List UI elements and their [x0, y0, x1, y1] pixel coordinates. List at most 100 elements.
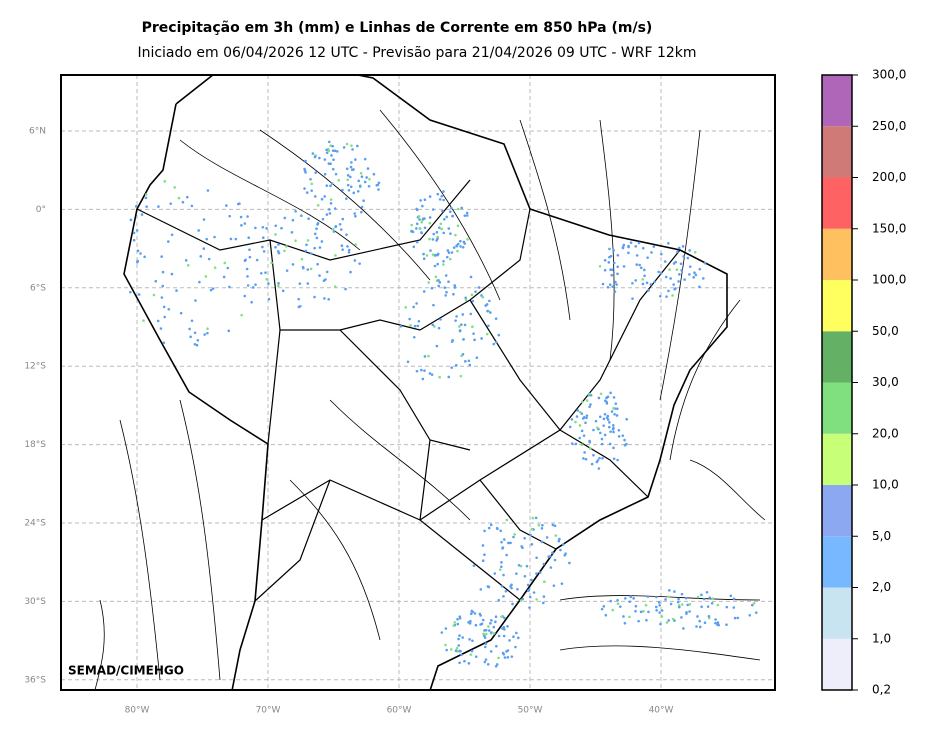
rain-dot: [622, 265, 626, 268]
rain-dot: [443, 217, 446, 221]
rain-dot: [714, 621, 717, 625]
rain-dot: [347, 248, 351, 252]
rain-dot: [329, 202, 333, 205]
rain-dot: [612, 446, 615, 450]
rain-dot: [255, 258, 259, 262]
rain-dot: [736, 616, 740, 620]
rain-dot: [683, 278, 686, 281]
rain-dot: [499, 529, 503, 533]
rain-dot: [261, 225, 265, 229]
rain-dot: [248, 255, 252, 259]
rain-dot: [337, 178, 341, 182]
rain-dot: [243, 222, 247, 225]
rain-dot: [202, 247, 206, 250]
rain-dot: [543, 580, 546, 583]
rain-dot: [291, 263, 295, 266]
rain-dot: [354, 214, 357, 218]
rain-dot: [598, 431, 602, 435]
rain-dot: [160, 296, 164, 299]
rain-dot: [163, 180, 167, 183]
rain-dot: [251, 286, 255, 289]
rain-dot: [600, 607, 604, 611]
rain-dot: [612, 430, 615, 434]
rain-dot: [438, 375, 441, 379]
rain-dot: [472, 332, 475, 335]
rain-dot: [345, 167, 349, 171]
rain-dot: [436, 262, 439, 266]
rain-dot: [440, 194, 444, 198]
rain-dot: [500, 565, 503, 569]
rain-dot: [248, 248, 251, 251]
colorbar-label: 150,0: [872, 221, 906, 235]
rain-dot: [333, 149, 337, 153]
rain-dot: [658, 611, 661, 614]
rain-dot: [334, 224, 338, 228]
rain-dot: [660, 252, 663, 256]
rain-dot: [206, 327, 209, 330]
colorbar-segment: [822, 587, 852, 639]
rain-dot: [479, 588, 483, 591]
rain-dot: [598, 264, 602, 268]
rain-dot: [458, 634, 461, 637]
rain-dot: [363, 157, 367, 161]
rain-dot: [254, 283, 257, 286]
rain-dot: [307, 217, 310, 221]
rain-dot: [334, 172, 338, 176]
rain-dot: [356, 189, 360, 193]
rain-dot: [444, 643, 447, 647]
rain-dot: [635, 263, 639, 266]
rain-dot: [671, 617, 675, 621]
rain-dot: [228, 214, 231, 218]
lon-label: 50°W: [518, 706, 543, 716]
rain-dot: [316, 262, 319, 266]
rain-dot: [422, 290, 426, 293]
rain-dot: [600, 437, 604, 441]
rain-dot: [582, 434, 586, 437]
rain-dot: [377, 181, 381, 185]
colorbar-label: 30,0: [872, 375, 899, 389]
rain-dot: [483, 660, 487, 664]
rain-dot: [527, 589, 530, 593]
rain-dot: [250, 300, 253, 304]
rain-dot: [541, 523, 544, 527]
rain-dot: [634, 245, 638, 248]
rain-dot: [447, 280, 450, 283]
rain-dot: [628, 600, 632, 603]
rain-dot: [485, 332, 489, 336]
rain-dot: [616, 272, 619, 276]
rain-dot: [610, 410, 614, 413]
rain-dot: [454, 319, 457, 322]
rain-dot: [710, 602, 714, 605]
rain-dot: [274, 233, 277, 236]
rain-dot: [611, 427, 615, 431]
rain-dot: [415, 302, 418, 305]
rain-dot: [359, 171, 363, 175]
rain-dot: [453, 284, 457, 287]
rain-dot: [433, 325, 436, 328]
rain-dot: [608, 247, 611, 251]
rain-dot: [344, 287, 347, 291]
rain-dot: [323, 297, 326, 300]
rain-dot: [161, 270, 165, 274]
rain-dot: [331, 228, 335, 231]
rain-dot: [606, 285, 610, 289]
rain-dot: [725, 605, 729, 609]
rain-dot: [508, 639, 511, 642]
rain-dot: [327, 140, 331, 144]
rain-dot: [480, 294, 483, 297]
rain-dot: [445, 215, 449, 219]
rain-dot: [495, 644, 498, 648]
rain-dot: [603, 399, 607, 402]
rain-dot: [603, 258, 607, 262]
rain-dot: [315, 236, 319, 240]
rain-dot: [568, 561, 571, 565]
rain-dot: [628, 615, 631, 619]
rain-dot: [703, 621, 707, 624]
rain-dot: [274, 224, 278, 228]
rain-dot: [339, 228, 343, 231]
rain-dot: [441, 209, 444, 213]
rain-dot: [429, 249, 432, 252]
rain-dot: [418, 218, 421, 221]
rain-dot: [197, 229, 200, 232]
rain-dot: [300, 214, 303, 218]
